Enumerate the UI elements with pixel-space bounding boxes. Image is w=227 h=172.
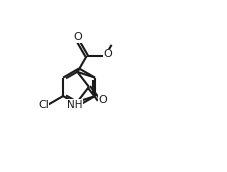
Text: NH: NH xyxy=(66,100,82,110)
Text: Cl: Cl xyxy=(38,100,49,110)
Text: O: O xyxy=(103,49,112,59)
Text: O: O xyxy=(73,33,81,42)
Text: O: O xyxy=(98,95,107,105)
